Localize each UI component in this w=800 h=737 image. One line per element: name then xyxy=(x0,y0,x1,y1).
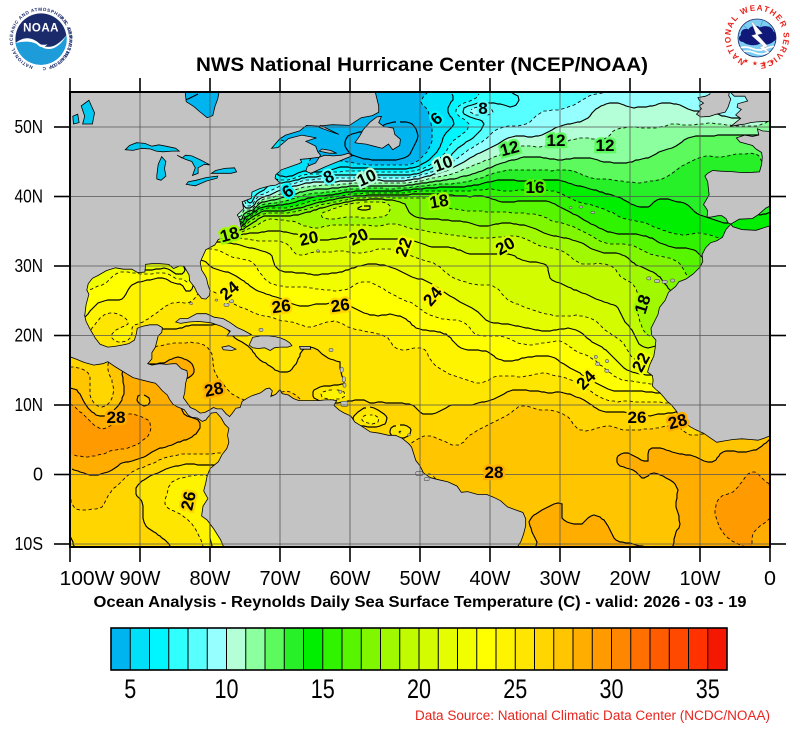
svg-text:NWS National Hurricane Center: NWS National Hurricane Center (NCEP/NOAA… xyxy=(196,54,648,76)
svg-text:20: 20 xyxy=(298,227,321,250)
svg-text:Data Source: National Climatic: Data Source: National Climatic Data Cent… xyxy=(415,708,770,723)
svg-text:12: 12 xyxy=(596,136,615,155)
svg-text:28: 28 xyxy=(203,378,226,401)
svg-text:50N: 50N xyxy=(15,117,44,137)
svg-text:10N: 10N xyxy=(15,395,44,415)
svg-text:80W: 80W xyxy=(190,568,231,590)
svg-text:0: 0 xyxy=(33,465,43,485)
svg-text:26: 26 xyxy=(330,295,351,316)
svg-text:5: 5 xyxy=(124,674,136,704)
svg-text:★: ★ xyxy=(761,60,767,68)
svg-text:26: 26 xyxy=(271,296,292,317)
svg-text:★: ★ xyxy=(769,58,775,66)
svg-text:35: 35 xyxy=(696,674,720,704)
svg-text:20: 20 xyxy=(407,674,431,704)
svg-text:10S: 10S xyxy=(15,534,44,554)
svg-text:20W: 20W xyxy=(610,568,651,590)
svg-text:★: ★ xyxy=(752,60,758,68)
svg-text:0: 0 xyxy=(764,568,776,590)
svg-text:Ocean Analysis - Reynolds Dail: Ocean Analysis - Reynolds Daily Sea Surf… xyxy=(94,594,747,611)
svg-text:10W: 10W xyxy=(680,568,721,590)
svg-text:30N: 30N xyxy=(15,256,44,276)
svg-text:28: 28 xyxy=(107,408,126,427)
svg-text:90W: 90W xyxy=(120,568,161,590)
svg-text:60W: 60W xyxy=(330,568,371,590)
svg-text:NOAA: NOAA xyxy=(23,23,59,35)
svg-text:30W: 30W xyxy=(540,568,581,590)
svg-text:10: 10 xyxy=(215,674,239,704)
svg-text:28: 28 xyxy=(485,463,504,482)
svg-text:16: 16 xyxy=(526,178,545,197)
svg-text:20N: 20N xyxy=(15,326,44,346)
svg-text:40W: 40W xyxy=(470,568,511,590)
svg-text:26: 26 xyxy=(177,490,200,513)
svg-text:18: 18 xyxy=(428,191,450,213)
svg-text:70W: 70W xyxy=(260,568,301,590)
svg-text:30: 30 xyxy=(600,674,624,704)
svg-text:50W: 50W xyxy=(400,568,441,590)
svg-text:12: 12 xyxy=(547,131,566,150)
svg-text:15: 15 xyxy=(311,674,335,704)
svg-text:26: 26 xyxy=(628,408,647,427)
svg-text:8: 8 xyxy=(478,99,488,118)
svg-text:100W: 100W xyxy=(60,568,115,590)
svg-text:40N: 40N xyxy=(15,187,44,207)
svg-text:25: 25 xyxy=(503,674,527,704)
svg-text:★: ★ xyxy=(743,57,749,65)
